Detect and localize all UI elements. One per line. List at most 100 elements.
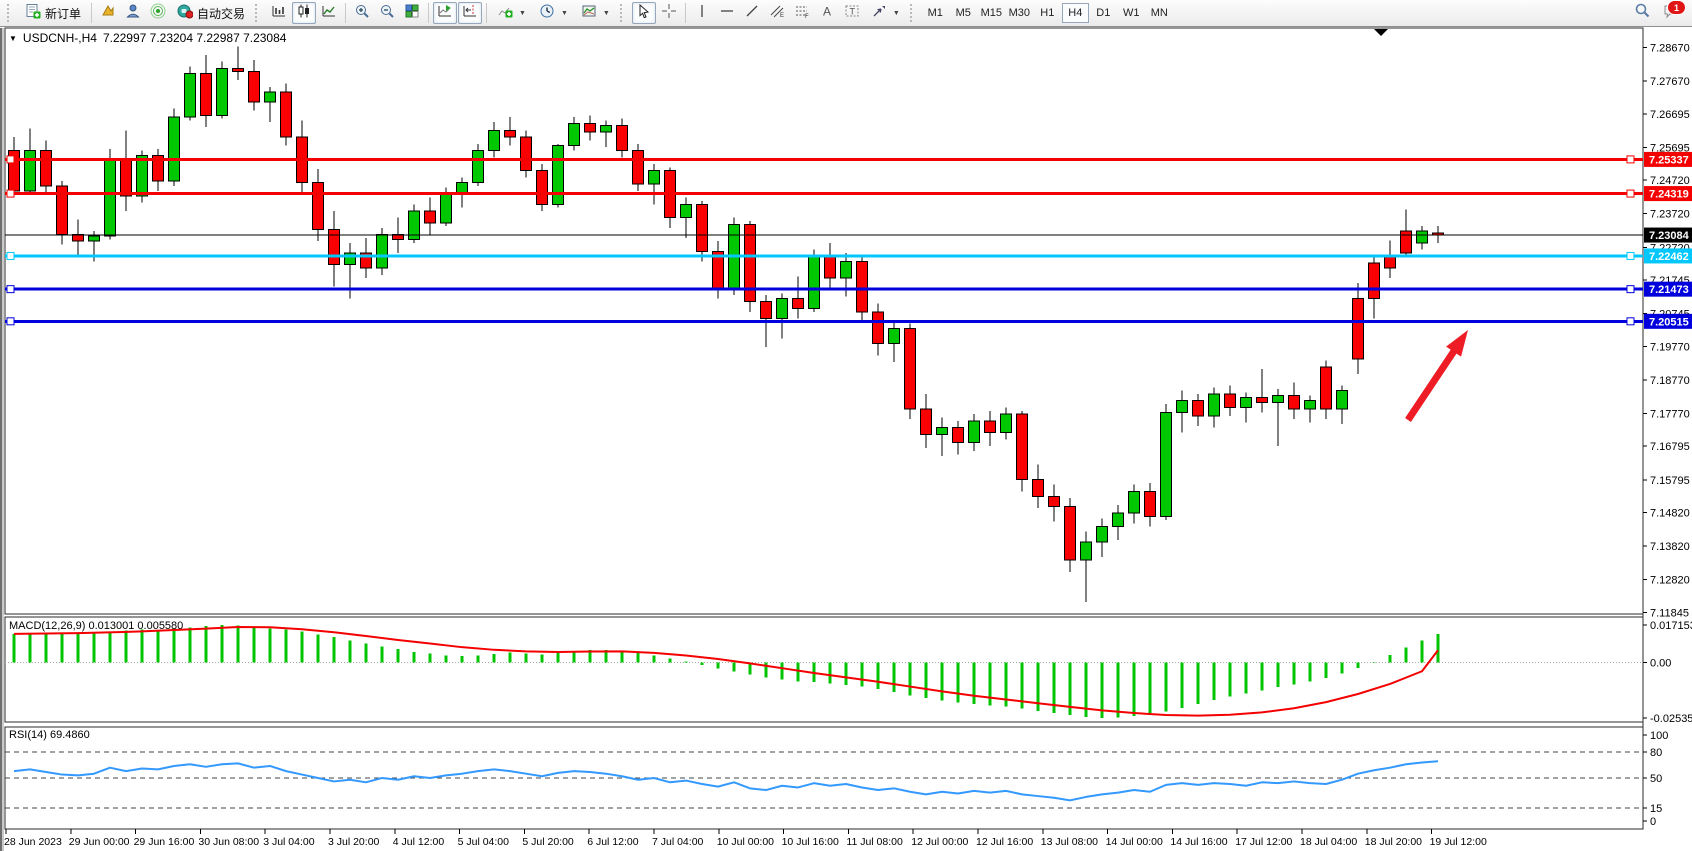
vertical-line-icon (694, 3, 710, 24)
chart-candles-button[interactable] (292, 2, 317, 24)
svg-text:19 Jul 12:00: 19 Jul 12:00 (1430, 836, 1487, 848)
zoom-in-button[interactable] (350, 2, 374, 24)
macd-panel: 0.017153 0.00 -0.025358 (5, 620, 1692, 725)
svg-text:7.23720: 7.23720 (1650, 209, 1690, 221)
signals-icon (150, 3, 166, 24)
svg-text:3 Jul 04:00: 3 Jul 04:00 (263, 836, 315, 848)
toolbar-grip[interactable] (619, 4, 628, 22)
svg-text:7.23084: 7.23084 (1649, 230, 1690, 242)
equidistant-channel-button[interactable]: E (765, 2, 789, 24)
toolbar-separator (91, 3, 93, 23)
svg-text:7.12820: 7.12820 (1650, 575, 1690, 587)
arrow-annotation[interactable] (1405, 330, 1468, 422)
tf-m1-button[interactable]: M1 (927, 7, 943, 19)
svg-text:0: 0 (1650, 816, 1656, 828)
new-order-button[interactable]: 新订单 (19, 2, 87, 24)
arrows-icon (871, 3, 887, 24)
fibonacci-icon: F (794, 3, 810, 24)
main-toolbar: 新订单 自动交易 (0, 0, 1692, 27)
autotrading-icon (177, 3, 194, 24)
cursor-icon (636, 3, 652, 24)
periods-button[interactable]: ▼ (533, 2, 574, 24)
chart-bars-button[interactable] (267, 2, 291, 24)
text-label-icon: T (844, 3, 860, 24)
chevron-down-icon: ▼ (602, 9, 610, 17)
level-lines-layer[interactable]: 7.25337 7.24319 7.22462 7.21473 7.20515 7.230… (5, 151, 1692, 329)
svg-text:T: T (849, 6, 855, 16)
zoom-out-button[interactable] (375, 2, 399, 24)
arrows-button[interactable]: ▼ (865, 2, 906, 24)
text-button[interactable]: A (815, 2, 839, 24)
tile-windows-button[interactable] (400, 2, 424, 24)
tf-h4-button[interactable]: H4 (1061, 3, 1089, 23)
crosshair-button[interactable] (657, 2, 681, 24)
svg-text:7.11845: 7.11845 (1650, 607, 1689, 619)
svg-text:5 Jul 20:00: 5 Jul 20:00 (522, 836, 574, 848)
toolbar-right-group: 1 (1630, 0, 1688, 24)
search-button[interactable] (1630, 2, 1654, 24)
navigator-button[interactable] (121, 2, 145, 24)
profiles-button[interactable] (96, 2, 120, 24)
svg-text:7.28670: 7.28670 (1650, 42, 1690, 54)
chart-shift-button[interactable] (458, 2, 483, 24)
svg-text:7.24319: 7.24319 (1649, 189, 1689, 201)
indicators-button[interactable]: ▼ (491, 2, 532, 24)
tf-m30-button[interactable]: M30 (1008, 7, 1030, 19)
svg-text:7.25695: 7.25695 (1650, 142, 1690, 154)
date-axis: 28 Jun 2023 29 Jun 00:00 29 Jun 16:00 30 Ju… (4, 829, 1487, 848)
collapse-triangle-icon[interactable]: ▼ (9, 33, 17, 43)
templates-button[interactable]: ▼ (575, 2, 616, 24)
new-order-icon (25, 3, 41, 24)
fibonacci-button[interactable]: F (790, 2, 814, 24)
rsi-indicator-label: RSI(14) 69.4860 (9, 729, 90, 741)
templates-icon (581, 3, 597, 24)
svg-text:100: 100 (1650, 730, 1668, 742)
tf-w1-button[interactable]: W1 (1123, 7, 1140, 19)
notifications-button[interactable]: 1 (1660, 0, 1686, 24)
svg-text:0.00: 0.00 (1650, 658, 1671, 670)
svg-text:7 Jul 04:00: 7 Jul 04:00 (652, 836, 704, 848)
svg-text:7.24720: 7.24720 (1650, 175, 1690, 187)
svg-text:13 Jul 08:00: 13 Jul 08:00 (1041, 836, 1098, 848)
toolbar-grip[interactable] (255, 4, 263, 22)
toolbar-separator (486, 3, 488, 23)
toolbar-grip[interactable] (7, 4, 15, 22)
chart-line-button[interactable] (317, 2, 341, 24)
toolbar-separator (428, 3, 430, 23)
zoom-out-icon (379, 3, 395, 24)
tf-h1-button[interactable]: H1 (1040, 7, 1055, 19)
svg-text:17 Jul 12:00: 17 Jul 12:00 (1235, 836, 1292, 848)
svg-text:7.15795: 7.15795 (1650, 475, 1690, 487)
tf-mn-button[interactable]: MN (1150, 7, 1168, 19)
auto-scroll-button[interactable] (433, 2, 458, 24)
svg-text:E: E (780, 13, 784, 19)
vertical-line-button[interactable] (690, 2, 714, 24)
new-order-label: 新订单 (45, 6, 82, 21)
svg-text:7.26695: 7.26695 (1650, 109, 1690, 121)
chart-ohlc-values: 7.22997 7.23204 7.22987 7.23084 (102, 31, 287, 45)
svg-text:7.18770: 7.18770 (1650, 375, 1690, 387)
panel-frames (4, 27, 1644, 830)
candles-layer[interactable] (8, 46, 1444, 603)
autotrading-button[interactable]: 自动交易 (171, 2, 251, 24)
trendline-button[interactable] (740, 2, 764, 24)
horizontal-line-button[interactable] (715, 2, 739, 24)
svg-text:7.14820: 7.14820 (1650, 508, 1690, 520)
svg-text:18 Jul 20:00: 18 Jul 20:00 (1365, 836, 1422, 848)
svg-text:7.25337: 7.25337 (1649, 154, 1689, 166)
tf-d1-button[interactable]: D1 (1096, 7, 1111, 19)
tf-m15-button[interactable]: M15 (980, 7, 1002, 19)
svg-text:7.27670: 7.27670 (1650, 76, 1690, 88)
tf-m5-button[interactable]: M5 (955, 7, 971, 19)
toolbar-separator (684, 3, 686, 23)
svg-text:-0.025358: -0.025358 (1650, 713, 1692, 725)
time-marker-icon (1374, 29, 1388, 36)
signals-button[interactable] (146, 2, 170, 24)
svg-text:7.16795: 7.16795 (1650, 441, 1690, 453)
cursor-button[interactable] (631, 2, 656, 24)
text-label-button[interactable]: T (840, 2, 864, 24)
text-icon: A (819, 3, 835, 24)
toolbar-grip[interactable] (909, 4, 918, 22)
search-icon (1634, 2, 1651, 24)
